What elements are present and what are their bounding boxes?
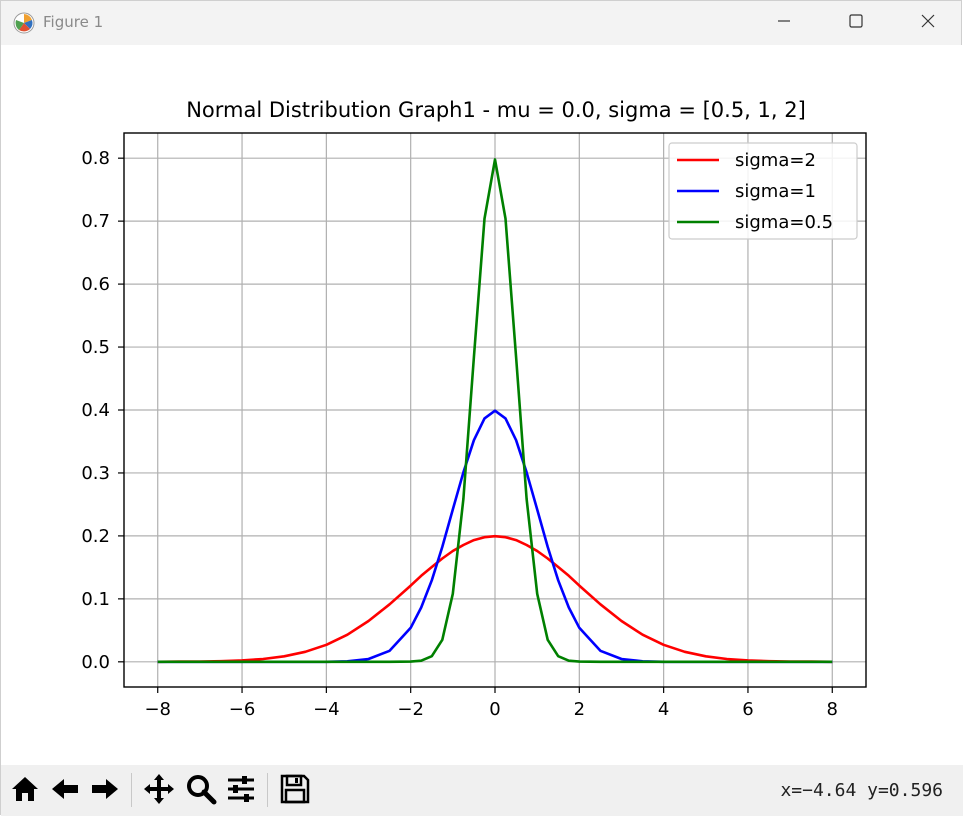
maximize-button[interactable] [833, 1, 879, 45]
series-line-sigma-2 [157, 534, 833, 664]
toolbar-separator [131, 773, 132, 807]
forward-arrow-icon [88, 772, 122, 810]
cursor-coordinates: x=−4.64 y=0.596 [780, 780, 943, 801]
save-button[interactable] [277, 773, 313, 809]
pan-button[interactable] [141, 773, 177, 809]
home-icon [8, 772, 42, 810]
y-tick-label: 0.5 [81, 337, 110, 358]
x-tick-label: 4 [658, 699, 669, 720]
y-tick-label: 0.3 [81, 463, 110, 484]
y-tick-label: 0.0 [81, 652, 110, 673]
minimize-icon [775, 12, 793, 34]
x-tick-label: −4 [313, 699, 340, 720]
series-line-sigma-0-5 [157, 158, 833, 664]
title-bar[interactable]: Figure 1 [1, 1, 961, 45]
x-tick-label: −6 [229, 699, 256, 720]
back-button[interactable] [47, 773, 83, 809]
back-arrow-icon [48, 772, 82, 810]
y-tick-label: 0.1 [81, 589, 110, 610]
x-tick-label: 8 [827, 699, 838, 720]
legend-label: sigma=0.5 [735, 212, 833, 233]
minimize-button[interactable] [761, 1, 807, 45]
zoom-button[interactable] [183, 773, 219, 809]
figure-canvas[interactable]: −8 −6 −4 −2 0 2 4 6 8 0.0 0.1 0.2 0.3 0.4 0.5 0.6 0.7 0.8… [1, 45, 963, 765]
y-tick-label: 0.8 [81, 148, 110, 169]
close-icon [919, 12, 937, 34]
save-icon [278, 772, 312, 810]
x-tick-label: 6 [742, 699, 753, 720]
zoom-magnifier-icon [184, 772, 218, 810]
legend-label: sigma=1 [735, 181, 816, 202]
y-tick-label: 0.2 [81, 526, 110, 547]
matplotlib-icon [13, 12, 35, 34]
toolbar-separator [267, 773, 268, 807]
legend-label: sigma=2 [735, 150, 816, 171]
plot-area[interactable]: −8 −6 −4 −2 0 2 4 6 8 0.0 0.1 0.2 0.3 0.4 0.5 0.6 0.7 0.8… [1, 45, 963, 765]
forward-button[interactable] [87, 773, 123, 809]
configure-subplots-button[interactable] [223, 773, 259, 809]
close-button[interactable] [905, 1, 951, 45]
x-tick-label: 2 [574, 699, 585, 720]
y-tick-label: 0.4 [81, 400, 110, 421]
maximize-icon [847, 12, 865, 34]
chart-title: Normal Distribution Graph1 - mu = 0.0, s… [186, 98, 806, 122]
configure-subplots-icon [224, 772, 258, 810]
home-button[interactable] [7, 773, 43, 809]
x-tick-label: −8 [144, 699, 171, 720]
pan-move-icon [142, 772, 176, 810]
legend: sigma=2 sigma=1 sigma=0.5 [668, 142, 858, 240]
x-tick-label: −2 [397, 699, 424, 720]
navigation-toolbar: x=−4.64 y=0.596 [1, 765, 963, 816]
y-tick-label: 0.7 [81, 211, 110, 232]
window-title: Figure 1 [43, 13, 104, 31]
x-tick-label: 0 [489, 699, 500, 720]
legend-box [668, 142, 858, 240]
y-tick-label: 0.6 [81, 274, 110, 295]
